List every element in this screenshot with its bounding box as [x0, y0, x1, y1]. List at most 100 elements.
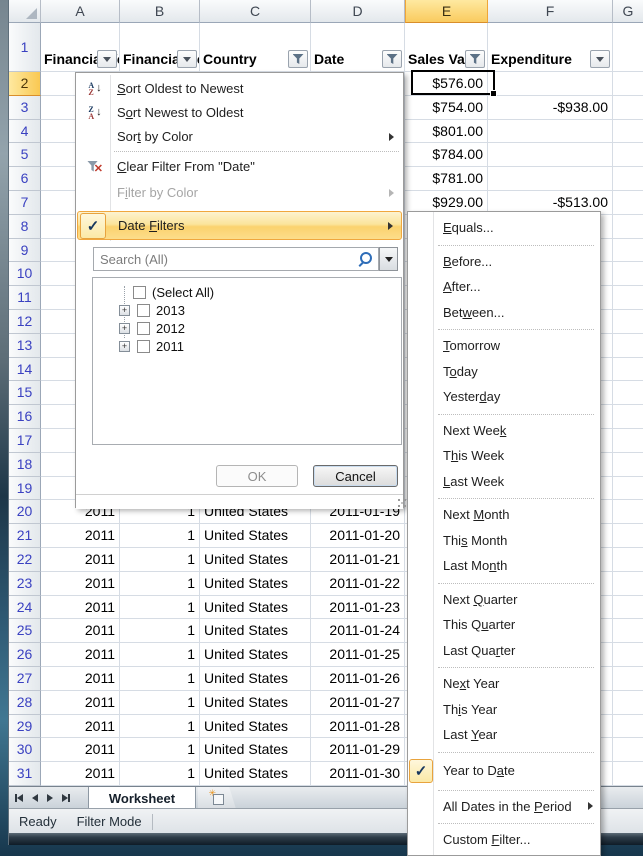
row-header-16[interactable]: 16: [9, 405, 41, 429]
cell-G26[interactable]: [613, 643, 643, 667]
cell-B25[interactable]: 1: [120, 619, 200, 644]
cell-G3[interactable]: [613, 95, 643, 120]
cell-C26[interactable]: United States: [200, 643, 311, 667]
cell-G17[interactable]: [613, 429, 643, 453]
cell-A30[interactable]: 2011: [41, 738, 120, 763]
cell-G13[interactable]: [613, 333, 643, 358]
cell-F6[interactable]: [488, 167, 613, 191]
last-sheet-button[interactable]: [62, 792, 70, 804]
cell-D27[interactable]: 2011-01-26: [311, 667, 405, 691]
submenu-item-last-month[interactable]: Last Month: [408, 553, 600, 579]
cell-G6[interactable]: [613, 167, 643, 191]
row-header-26[interactable]: 26: [9, 643, 41, 667]
cell-D26[interactable]: 2011-01-25: [311, 643, 405, 667]
cell-G23[interactable]: [613, 571, 643, 596]
row-header-29[interactable]: 29: [9, 714, 41, 739]
column-header-A[interactable]: A: [41, 0, 120, 23]
submenu-item-next-month[interactable]: Next Month: [408, 502, 600, 528]
checkbox-unchecked[interactable]: [137, 303, 150, 317]
row-header-12[interactable]: 12: [9, 310, 41, 334]
column-header-F[interactable]: F: [488, 0, 613, 23]
cell-B27[interactable]: 1: [120, 667, 200, 691]
checkbox-unchecked[interactable]: [137, 321, 150, 335]
cell-G19[interactable]: [613, 476, 643, 501]
cell-A22[interactable]: 2011: [41, 548, 120, 572]
checkbox-unchecked[interactable]: [133, 285, 146, 299]
cell-B29[interactable]: 1: [120, 714, 200, 739]
row-header-14[interactable]: 14: [9, 357, 41, 382]
cell-A21[interactable]: 2011: [41, 524, 120, 548]
select-all-corner[interactable]: [9, 0, 41, 23]
row-header-20[interactable]: 20: [9, 500, 41, 525]
row-header-2[interactable]: 2: [9, 72, 41, 96]
cell-D24[interactable]: 2011-01-23: [311, 595, 405, 620]
column-header-B[interactable]: B: [120, 0, 200, 23]
submenu-item-tomorrow[interactable]: Tomorrow: [408, 333, 600, 359]
row-header-15[interactable]: 15: [9, 381, 41, 406]
cell-D23[interactable]: 2011-01-22: [311, 571, 405, 596]
filter-button-b[interactable]: [177, 50, 197, 68]
submenu-item-between[interactable]: Between...: [408, 300, 600, 326]
submenu-item-this-year[interactable]: This Year: [408, 697, 600, 723]
cell-D28[interactable]: 2011-01-27: [311, 690, 405, 715]
cell-E4[interactable]: $801.00: [405, 119, 488, 144]
tree-item-2013[interactable]: +2013: [93, 301, 401, 319]
cell-B28[interactable]: 1: [120, 690, 200, 715]
cell-C29[interactable]: United States: [200, 714, 311, 739]
tree-item-2011[interactable]: +2011: [93, 337, 401, 355]
menu-item-sort-oldest-to-newest[interactable]: A Z ↓ Sort Oldest to Newest: [77, 77, 402, 100]
cell-A26[interactable]: 2011: [41, 643, 120, 667]
row-header-1[interactable]: 1: [9, 23, 41, 72]
cell-G30[interactable]: [613, 738, 643, 763]
cell-D21[interactable]: 2011-01-20: [311, 524, 405, 548]
cell-G11[interactable]: [613, 286, 643, 310]
tree-item-selectall[interactable]: (Select All): [93, 283, 401, 301]
cell-F4[interactable]: [488, 119, 613, 144]
cell-C24[interactable]: United States: [200, 595, 311, 620]
submenu-item-before[interactable]: Before...: [408, 249, 600, 275]
submenu-item-next-quarter[interactable]: Next Quarter: [408, 587, 600, 613]
field-header-D[interactable]: Date: [311, 23, 405, 72]
submenu-item-yesterday[interactable]: Yesterday: [408, 384, 600, 410]
row-header-28[interactable]: 28: [9, 690, 41, 715]
filter-button-c[interactable]: [288, 50, 308, 68]
cell-C23[interactable]: United States: [200, 571, 311, 596]
row-header-23[interactable]: 23: [9, 571, 41, 596]
search-input[interactable]: [93, 247, 379, 271]
column-header-G[interactable]: G: [613, 0, 643, 23]
row-header-13[interactable]: 13: [9, 333, 41, 358]
row-header-21[interactable]: 21: [9, 524, 41, 548]
cell-A25[interactable]: 2011: [41, 619, 120, 644]
row-header-22[interactable]: 22: [9, 548, 41, 572]
cell-A29[interactable]: 2011: [41, 714, 120, 739]
cell-G21[interactable]: [613, 524, 643, 548]
submenu-item-equals[interactable]: Equals...: [408, 215, 600, 241]
cell-D25[interactable]: 2011-01-24: [311, 619, 405, 644]
cell-D31[interactable]: 2011-01-30: [311, 762, 405, 786]
submenu-item-this-week[interactable]: This Week: [408, 443, 600, 469]
row-header-24[interactable]: 24: [9, 595, 41, 620]
cell-G24[interactable]: [613, 595, 643, 620]
row-header-4[interactable]: 4: [9, 119, 41, 144]
menu-item-date-filters[interactable]: ✓ Date Filters: [77, 211, 402, 240]
cell-G15[interactable]: [613, 381, 643, 406]
cell-G22[interactable]: [613, 548, 643, 572]
expand-plus-icon[interactable]: +: [119, 304, 130, 316]
cell-E5[interactable]: $784.00: [405, 143, 488, 168]
submenu-item-this-month[interactable]: This Month: [408, 528, 600, 554]
submenu-item-last-year[interactable]: Last Year: [408, 722, 600, 748]
ok-button[interactable]: OK: [216, 465, 298, 487]
filter-button-a[interactable]: [97, 50, 117, 68]
next-sheet-button[interactable]: [47, 792, 53, 804]
cell-F5[interactable]: [488, 143, 613, 168]
row-header-18[interactable]: 18: [9, 452, 41, 477]
row-header-8[interactable]: 8: [9, 214, 41, 239]
tree-item-2012[interactable]: +2012: [93, 319, 401, 337]
cell-C25[interactable]: United States: [200, 619, 311, 644]
submenu-item-last-week[interactable]: Last Week: [408, 469, 600, 495]
filter-button-e[interactable]: [465, 50, 485, 68]
submenu-item-today[interactable]: Today: [408, 359, 600, 385]
cell-C21[interactable]: United States: [200, 524, 311, 548]
cell-B23[interactable]: 1: [120, 571, 200, 596]
submenu-item-custom-filter[interactable]: Custom Filter...: [408, 827, 600, 853]
